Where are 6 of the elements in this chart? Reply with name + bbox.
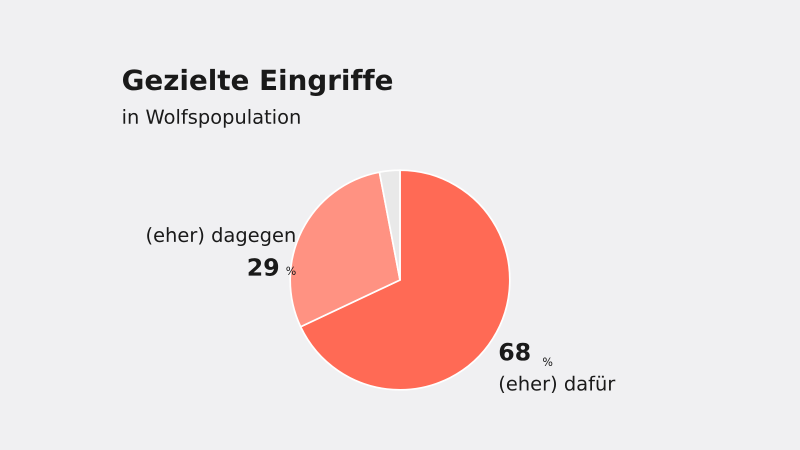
data-label: 68 % bbox=[500, 342, 552, 366]
chart-title: Gezielte Eingriffe bbox=[122, 68, 392, 96]
data-label: 29 % bbox=[248, 258, 296, 276]
slice-label: (eher) dafür bbox=[500, 376, 616, 394]
chart-subtitle: in Wolfspopulation bbox=[123, 108, 300, 128]
slice-label: (eher) dagegen bbox=[147, 227, 295, 246]
